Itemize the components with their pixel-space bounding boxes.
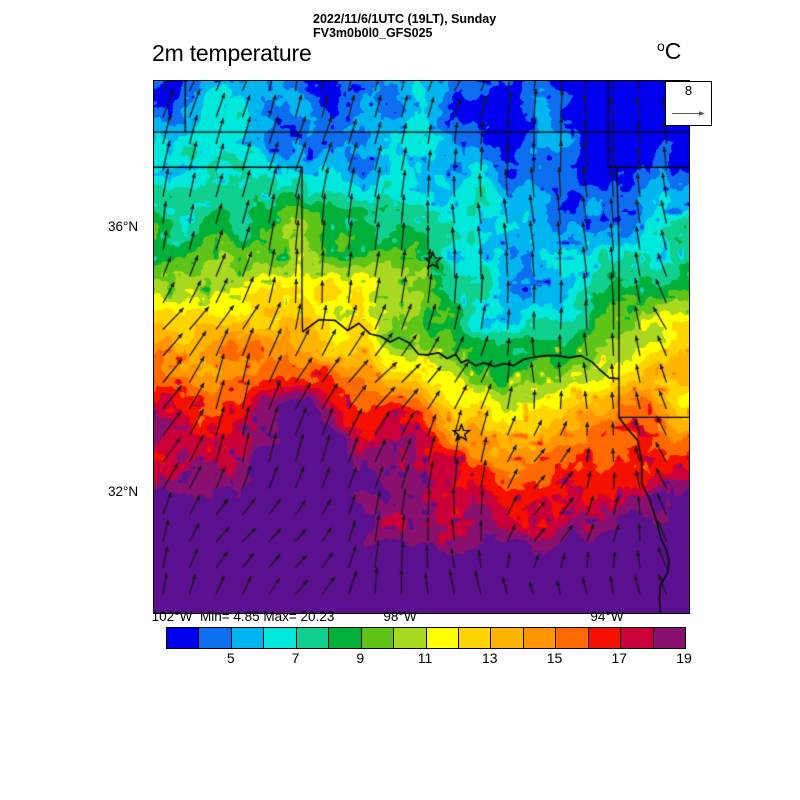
wind-reference-key: 8 [665, 81, 712, 126]
colorbar-segment [231, 628, 265, 648]
axis-label-32n: 32°N [108, 484, 139, 499]
colorbar-tick-labels: 5 7 9 11 13 15 17 19 [166, 650, 692, 670]
wind-vectors-canvas [154, 81, 689, 613]
colorbar-segment [264, 628, 297, 648]
colorbar-segment [653, 628, 685, 648]
colorbar-segment [458, 628, 492, 648]
axis-label-36n: 36°N [108, 219, 139, 234]
datetime-title: 2022/11/6/1UTC (19LT), Sunday [313, 12, 497, 26]
colorbar-segment [167, 628, 200, 648]
model-title: FV3m0b0l0_GFS025 [313, 26, 433, 40]
page-title: 2m temperature [152, 40, 312, 66]
header-title-block: 2022/11/6/1UTC (19LT), Sunday FV3m0b0l0_… [313, 12, 496, 40]
axis-label-102w: 102°W [151, 609, 193, 624]
colorbar-segment [621, 628, 654, 648]
colorbar-segment [426, 628, 459, 648]
units-label: oC [657, 38, 681, 65]
axis-label-98w: 98°W [383, 609, 417, 624]
colorbar-segment [329, 628, 362, 648]
colorbar-segment [394, 628, 427, 648]
colorbar-tick: 13 [481, 650, 498, 666]
axis-label-94w: 94°W [590, 609, 624, 624]
colorbar-segment [556, 628, 589, 648]
colorbar-segment [296, 628, 330, 648]
colorbar-segment [523, 628, 557, 648]
wind-arrow-icon [672, 111, 705, 116]
colorbar [166, 627, 686, 649]
colorbar-segment [199, 628, 232, 648]
colorbar-segment [491, 628, 524, 648]
colorbar-tick: 7 [291, 650, 300, 666]
degree-symbol: o [657, 38, 665, 54]
colorbar-tick: 9 [356, 650, 365, 666]
colorbar-segment [588, 628, 622, 648]
colorbar-tick: 17 [611, 650, 628, 666]
colorbar-tick: 11 [417, 650, 433, 666]
colorbar-tick: 15 [546, 650, 563, 666]
wind-key-value: 8 [684, 83, 693, 98]
colorbar-tick: 5 [226, 650, 235, 666]
colorbar-tick: 19 [676, 650, 692, 666]
temperature-map[interactable] [153, 80, 690, 614]
colorbar-segment [361, 628, 395, 648]
units-letter: C [664, 38, 682, 64]
minmax-stats: Min= 4.85 Max= 20.23 [200, 609, 335, 624]
